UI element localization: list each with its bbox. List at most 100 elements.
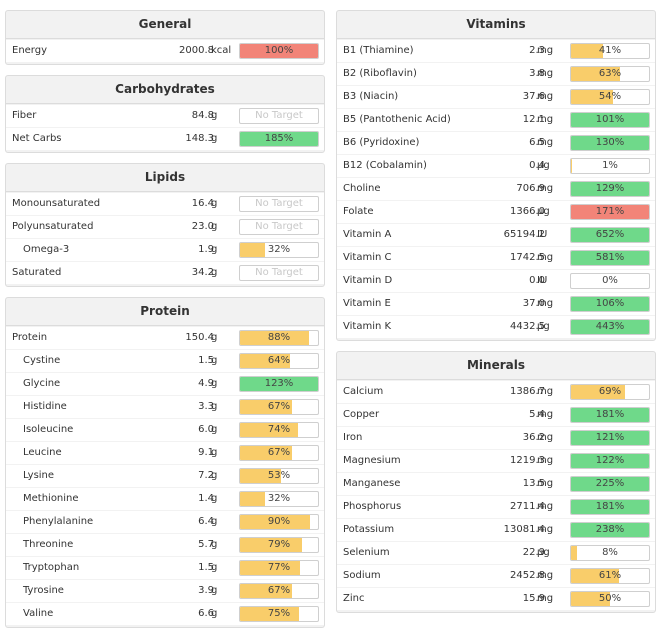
- target-progress-bar: 54%: [570, 89, 650, 105]
- nutrient-row-valine[interactable]: Valine 6.6 g 75%: [6, 603, 324, 625]
- nutrient-row-histidine[interactable]: Histidine 3.3 g 67%: [6, 396, 324, 418]
- nutrient-row-net-carbs[interactable]: Net Carbs 148.3 g 185%: [6, 128, 324, 150]
- target-progress-fill: [571, 67, 621, 81]
- target-progress-bar: 238%: [570, 522, 650, 538]
- nutrient-amount: 148.3: [185, 133, 214, 144]
- nutrient-row-calcium[interactable]: Calcium 1386.7 mg 69%: [337, 381, 655, 403]
- target-progress-fill: [571, 592, 610, 606]
- nutrient-row-magnesium[interactable]: Magnesium 1219.3 mg 122%: [337, 450, 655, 472]
- nutrient-amount: 1366.0: [510, 206, 545, 217]
- target-percent-label: 67%: [267, 401, 291, 412]
- target-percent-label: 63%: [598, 68, 622, 79]
- nutrient-row-monounsaturated[interactable]: Monounsaturated 16.4 g No Target: [6, 193, 324, 215]
- nutrient-row-methionine[interactable]: Methionine 1.4 g 32%: [6, 488, 324, 510]
- nutrient-row-b6-pyridoxine[interactable]: B6 (Pyridoxine) 6.5 mg 130%: [337, 132, 655, 154]
- nutrient-row-energy[interactable]: Energy 2000.8 kcal 100%: [6, 40, 324, 62]
- target-percent-label: 54%: [598, 91, 622, 102]
- nutrient-row-phenylalanine[interactable]: Phenylalanine 6.4 g 90%: [6, 511, 324, 533]
- lipids-panel: Lipids Monounsaturated 16.4 g No Target …: [5, 163, 325, 287]
- target-progress-fill: [240, 584, 293, 598]
- target-percent-label: 1%: [602, 160, 618, 171]
- nutrient-amount: 4432.5: [510, 321, 545, 332]
- nutrient-name: Calcium: [343, 386, 384, 397]
- nutrient-name: Vitamin K: [343, 321, 392, 332]
- target-progress-fill: [571, 523, 649, 537]
- target-progress-fill: [571, 113, 649, 127]
- nutrient-row-leucine[interactable]: Leucine 9.1 g 67%: [6, 442, 324, 464]
- nutrient-row-vitamin-e[interactable]: Vitamin E 37.0 mg 106%: [337, 293, 655, 315]
- target-progress-bar: 1%: [570, 158, 650, 174]
- nutrient-row-tyrosine[interactable]: Tyrosine 3.9 g 67%: [6, 580, 324, 602]
- target-progress-fill: [240, 515, 311, 529]
- nutrient-row-vitamin-c[interactable]: Vitamin C 1742.5 mg 581%: [337, 247, 655, 269]
- nutrient-row-vitamin-k[interactable]: Vitamin K 4432.5 µg 443%: [337, 316, 655, 338]
- target-percent-label: 8%: [602, 547, 618, 558]
- nutrient-row-copper[interactable]: Copper 5.4 mg 181%: [337, 404, 655, 426]
- target-percent-label: 79%: [267, 539, 291, 550]
- nutrient-row-tryptophan[interactable]: Tryptophan 1.5 g 77%: [6, 557, 324, 579]
- nutrient-amount: 6.0: [198, 424, 214, 435]
- nutrient-row-phosphorus[interactable]: Phosphorus 2711.4 mg 181%: [337, 496, 655, 518]
- nutrient-row-threonine[interactable]: Threonine 5.7 g 79%: [6, 534, 324, 556]
- right-column: Vitamins B1 (Thiamine) 2.3 mg 41% B2 (Ri…: [336, 10, 656, 623]
- vitamins-panel: Vitamins B1 (Thiamine) 2.3 mg 41% B2 (Ri…: [336, 10, 656, 341]
- nutrient-row-sodium[interactable]: Sodium 2452.8 mg 61%: [337, 565, 655, 587]
- nutrient-row-lysine[interactable]: Lysine 7.2 g 53%: [6, 465, 324, 487]
- nutrient-row-omega-3[interactable]: Omega-3 1.9 g 32%: [6, 239, 324, 261]
- nutrient-row-iron[interactable]: Iron 36.2 mg 121%: [337, 427, 655, 449]
- nutrient-name: Leucine: [23, 447, 62, 458]
- target-percent-label: 32%: [267, 244, 291, 255]
- nutrient-name: B6 (Pyridoxine): [343, 137, 420, 148]
- nutrient-row-isoleucine[interactable]: Isoleucine 6.0 g 74%: [6, 419, 324, 441]
- nutrient-row-polyunsaturated[interactable]: Polyunsaturated 23.0 g No Target: [6, 216, 324, 238]
- target-progress-bar: 69%: [570, 384, 650, 400]
- nutrient-row-b3-niacin[interactable]: B3 (Niacin) 37.6 mg 54%: [337, 86, 655, 108]
- nutrient-row-folate[interactable]: Folate 1366.0 µg 171%: [337, 201, 655, 223]
- nutrient-amount: 6.4: [198, 516, 214, 527]
- general-panel-title: General: [6, 11, 324, 39]
- nutrient-amount: 5.7: [198, 539, 214, 550]
- target-percent-label: 0%: [602, 275, 618, 286]
- nutrient-unit: g: [211, 133, 218, 144]
- target-percent-label: 122%: [595, 455, 625, 466]
- target-percent-label: 32%: [267, 493, 291, 504]
- nutrient-row-b2-riboflavin[interactable]: B2 (Riboflavin) 3.8 mg 63%: [337, 63, 655, 85]
- nutrient-amount: 13081.4: [503, 524, 545, 535]
- target-progress-fill: [571, 320, 649, 334]
- target-percent-label: 130%: [595, 137, 625, 148]
- nutrient-row-vitamin-d[interactable]: Vitamin D 0.0 IU 0%: [337, 270, 655, 292]
- nutrient-row-fiber[interactable]: Fiber 84.8 g No Target: [6, 105, 324, 127]
- nutrient-amount: 1219.3: [510, 455, 545, 466]
- nutrient-name: Threonine: [23, 539, 74, 550]
- nutrient-name: Net Carbs: [12, 133, 62, 144]
- nutrient-amount: 1.9: [198, 244, 214, 255]
- nutrient-row-choline[interactable]: Choline 706.9 mg 129%: [337, 178, 655, 200]
- nutrient-row-manganese[interactable]: Manganese 13.5 mg 225%: [337, 473, 655, 495]
- target-percent-label: No Target: [255, 267, 303, 278]
- nutrient-row-selenium[interactable]: Selenium 22.9 µg 8%: [337, 542, 655, 564]
- nutrient-row-saturated[interactable]: Saturated 34.2 g No Target: [6, 262, 324, 284]
- target-percent-label: 121%: [595, 432, 625, 443]
- nutrient-row-potassium[interactable]: Potassium 13081.4 mg 238%: [337, 519, 655, 541]
- nutrient-amount: 0.0: [529, 275, 545, 286]
- nutrient-unit: g: [211, 378, 218, 389]
- nutrient-row-protein[interactable]: Protein 150.4 g 88%: [6, 327, 324, 349]
- nutrient-unit: g: [211, 493, 218, 504]
- nutrient-row-b1-thiamine[interactable]: B1 (Thiamine) 2.3 mg 41%: [337, 40, 655, 62]
- target-progress-fill: [571, 546, 578, 560]
- nutrient-row-zinc[interactable]: Zinc 15.9 mg 50%: [337, 588, 655, 610]
- nutrient-amount: 2452.8: [510, 570, 545, 581]
- nutrient-row-glycine[interactable]: Glycine 4.9 g 123%: [6, 373, 324, 395]
- nutrient-row-b5-pantothenic-acid[interactable]: B5 (Pantothenic Acid) 12.1 mg 101%: [337, 109, 655, 131]
- nutrient-name: Iron: [343, 432, 363, 443]
- target-progress-bar: 53%: [239, 468, 319, 484]
- nutrient-row-cystine[interactable]: Cystine 1.5 g 64%: [6, 350, 324, 372]
- target-progress-fill: [240, 538, 302, 552]
- nutrient-row-b12-cobalamin[interactable]: B12 (Cobalamin) 0.4 µg 1%: [337, 155, 655, 177]
- nutrient-amount: 1.5: [198, 355, 214, 366]
- nutrient-unit: mg: [537, 501, 554, 512]
- target-progress-fill: [240, 243, 265, 257]
- nutrient-amount: 9.1: [198, 447, 214, 458]
- nutrient-row-vitamin-a[interactable]: Vitamin A 65194.2 IU 652%: [337, 224, 655, 246]
- target-progress-bar: 88%: [239, 330, 319, 346]
